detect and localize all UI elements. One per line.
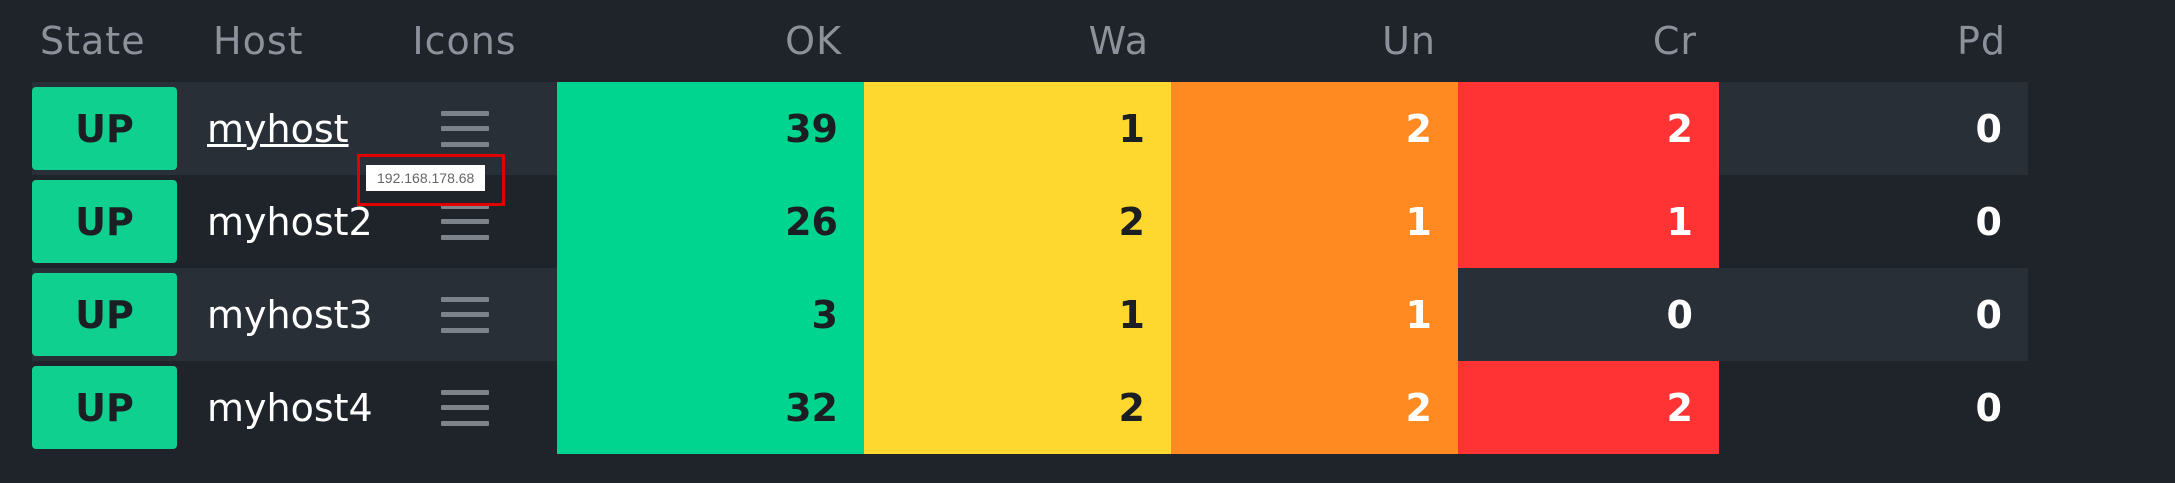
pending-count[interactable]: 0 xyxy=(1719,175,2028,268)
column-header-ok[interactable]: OK xyxy=(785,19,842,63)
menu-icon[interactable] xyxy=(440,389,489,426)
table-row-4-host: myhost4 xyxy=(177,361,373,454)
table-row-2-host: myhost2 xyxy=(177,175,373,268)
column-header-cr[interactable]: Cr xyxy=(1652,19,1697,63)
column-header-icons: Icons xyxy=(412,19,517,63)
menu-icon[interactable] xyxy=(440,110,489,147)
pending-count[interactable]: 0 xyxy=(1719,82,2028,175)
table-row-4-icons xyxy=(372,361,557,454)
critical-count[interactable]: 2 xyxy=(1458,361,1719,454)
ok-count[interactable]: 39 xyxy=(557,82,864,175)
critical-count[interactable]: 1 xyxy=(1458,175,1719,268)
host-service-table: State Host Icons OK Wa Un Cr Pd UP myhos… xyxy=(32,0,2175,483)
table-row-1-state: UP xyxy=(32,82,177,175)
ok-count[interactable]: 26 xyxy=(557,175,864,268)
pending-count[interactable]: 0 xyxy=(1719,268,2028,361)
column-header-wa[interactable]: Wa xyxy=(1088,19,1149,63)
table-row-1-host: myhost xyxy=(177,82,372,175)
ok-count[interactable]: 32 xyxy=(557,361,864,454)
host-link[interactable]: myhost xyxy=(207,106,349,151)
state-badge: UP xyxy=(32,180,177,263)
critical-count[interactable]: 0 xyxy=(1458,268,1719,361)
menu-icon[interactable] xyxy=(440,203,489,240)
warn-count[interactable]: 1 xyxy=(864,268,1171,361)
column-header-pd[interactable]: Pd xyxy=(1956,19,2006,63)
column-header-state[interactable]: State xyxy=(40,19,146,63)
warn-count[interactable]: 1 xyxy=(864,82,1171,175)
table-row-2-state: UP xyxy=(32,175,177,268)
host-address-tooltip: 192.168.178.68 xyxy=(366,165,486,191)
menu-icon[interactable] xyxy=(440,296,489,333)
pending-count[interactable]: 0 xyxy=(1719,361,2028,454)
unknown-count[interactable]: 1 xyxy=(1171,268,1458,361)
table-row-3-state: UP xyxy=(32,268,177,361)
unknown-count[interactable]: 2 xyxy=(1171,82,1458,175)
critical-count[interactable]: 2 xyxy=(1458,82,1719,175)
ok-count[interactable]: 3 xyxy=(557,268,864,361)
column-header-host[interactable]: Host xyxy=(213,19,304,63)
table-grid: State Host Icons OK Wa Un Cr Pd UP myhos… xyxy=(32,0,2028,454)
table-row-4-state: UP xyxy=(32,361,177,454)
host-link[interactable]: myhost4 xyxy=(207,385,373,430)
warn-count[interactable]: 2 xyxy=(864,361,1171,454)
host-link[interactable]: myhost2 xyxy=(207,199,373,244)
host-link[interactable]: myhost3 xyxy=(207,292,373,337)
table-row-3-icons xyxy=(372,268,557,361)
state-badge: UP xyxy=(32,273,177,356)
table-row-1-icons xyxy=(372,82,557,175)
unknown-count[interactable]: 2 xyxy=(1171,361,1458,454)
column-header-un[interactable]: Un xyxy=(1382,19,1436,63)
state-badge: UP xyxy=(32,366,177,449)
table-row-3-host: myhost3 xyxy=(177,268,373,361)
unknown-count[interactable]: 1 xyxy=(1171,175,1458,268)
warn-count[interactable]: 2 xyxy=(864,175,1171,268)
state-badge: UP xyxy=(32,87,177,170)
tooltip-highlight-box xyxy=(357,154,505,206)
